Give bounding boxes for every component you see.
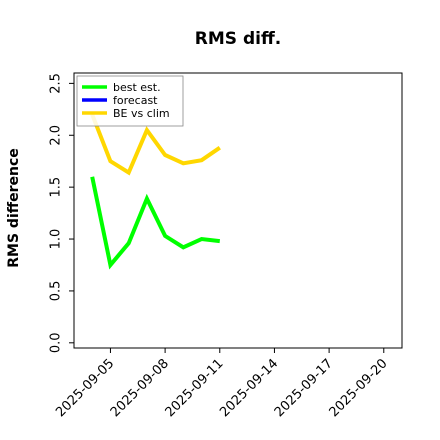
y-axis-label: RMS difference	[6, 148, 22, 268]
series-lines	[90, 113, 221, 270]
legend-label: best est.	[113, 81, 161, 94]
y-tick-label: 1.0	[49, 229, 64, 250]
x-tick-label: 2025-09-20	[327, 356, 391, 420]
plot-frame	[73, 72, 403, 349]
y-tick-label: 1.5	[49, 177, 64, 198]
legend-label: forecast	[113, 94, 158, 107]
series-line	[90, 113, 221, 176]
chart-title: RMS diff.	[195, 29, 281, 49]
y-tick-label: 2.0	[49, 125, 64, 146]
legend-label: BE vs clim	[113, 107, 170, 120]
series-line	[90, 176, 221, 270]
y-tick-label: 2.5	[49, 73, 64, 94]
y-tick-label: 0.0	[49, 332, 64, 353]
y-tick-label: 0.5	[49, 281, 64, 302]
